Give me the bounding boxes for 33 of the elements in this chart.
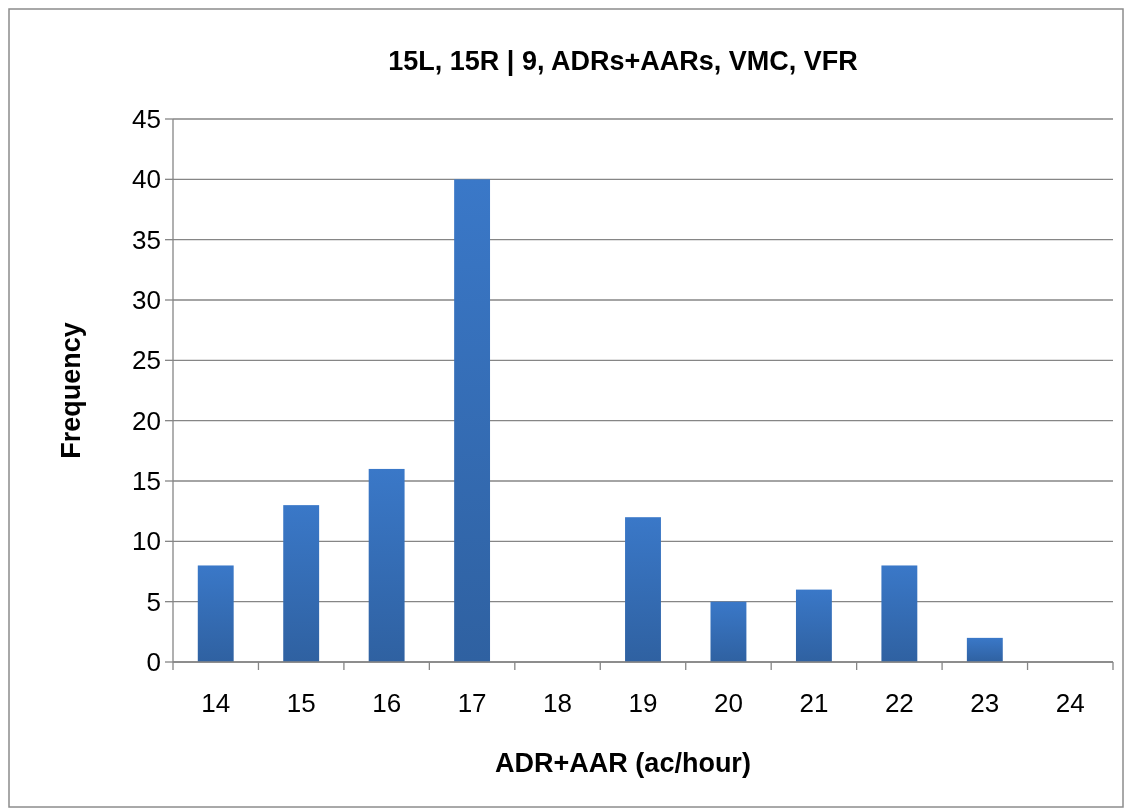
y-tick-label: 40 bbox=[132, 164, 161, 195]
x-axis-title: ADR+AAR (ac/hour) bbox=[495, 748, 751, 778]
bar bbox=[710, 601, 747, 662]
y-tick-label: 30 bbox=[132, 285, 161, 316]
x-tick-label: 20 bbox=[713, 688, 743, 718]
bar bbox=[283, 505, 320, 662]
bar bbox=[795, 589, 832, 662]
x-tick-label: 16 bbox=[372, 688, 402, 718]
y-tick-label: 5 bbox=[146, 586, 161, 617]
x-tick-label: 18 bbox=[543, 688, 573, 718]
bar bbox=[881, 565, 918, 662]
y-axis-title: Frequency bbox=[56, 322, 86, 459]
x-tick-label: 24 bbox=[1055, 688, 1085, 718]
y-tick-label: 20 bbox=[132, 405, 161, 436]
x-tick-label: 23 bbox=[970, 688, 1000, 718]
chart-title: 15L, 15R | 9, ADRs+AARs, VMC, VFR bbox=[388, 46, 858, 76]
x-tick-label: 21 bbox=[799, 688, 829, 718]
bar bbox=[454, 179, 491, 662]
x-tick-label: 19 bbox=[628, 688, 658, 718]
x-tick-label: 14 bbox=[201, 688, 231, 718]
y-tick-label: 45 bbox=[132, 104, 161, 135]
y-tick-label: 10 bbox=[132, 526, 161, 557]
bar bbox=[368, 468, 405, 662]
bar bbox=[197, 565, 234, 662]
x-tick-label: 22 bbox=[884, 688, 914, 718]
y-tick-label: 25 bbox=[132, 345, 161, 376]
x-tick-label: 17 bbox=[457, 688, 487, 718]
y-tick-label: 35 bbox=[132, 224, 161, 255]
x-tick-label: 15 bbox=[286, 688, 316, 718]
bar bbox=[966, 637, 1003, 662]
y-tick-label: 0 bbox=[146, 647, 161, 678]
y-tick-label: 15 bbox=[132, 466, 161, 497]
bar bbox=[625, 517, 661, 662]
